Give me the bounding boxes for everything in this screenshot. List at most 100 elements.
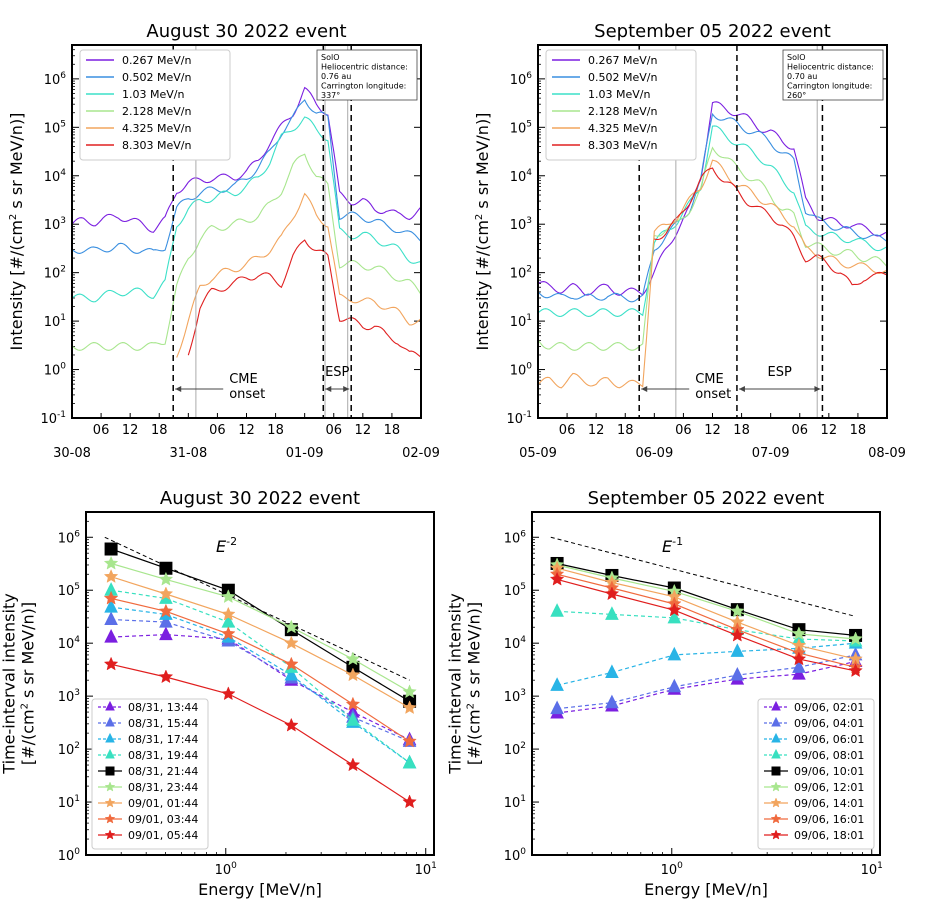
panel-aug-spectra-legend-marker (104, 797, 116, 808)
panel-aug-spectra-series-point-6 (402, 700, 417, 715)
panel-aug-spectra-xtick-label: 100 (215, 861, 238, 878)
panel-aug-timeseries-legend-label: 0.502 MeV/n (122, 71, 191, 84)
panel-aug-spectra-ytick-label: 104 (58, 635, 81, 652)
panel-sep-timeseries-ytick-label: 100 (510, 362, 533, 379)
panel-aug-spectra-series-point-5 (103, 555, 119, 570)
panel-sep-timeseries-legend-label: 4.325 MeV/n (588, 122, 657, 135)
panel-sep-spectra-series-line-6 (556, 567, 856, 660)
panel-aug-spectra-series-point-1 (159, 613, 173, 628)
panel-sep-timeseries-series-line-3 (537, 146, 888, 351)
panel-aug-timeseries-hour-label: 12 (122, 423, 139, 438)
panel-sep-spectra-ytick-label: 106 (504, 529, 527, 546)
panel-sep-spectra-series-point-1 (730, 666, 745, 681)
panel-sep-timeseries-hour-label: 12 (588, 423, 605, 438)
panel-sep-spectra-series-line-5 (556, 564, 856, 640)
panel-aug-spectra-legend-label: 08/31, 21:44 (128, 765, 198, 778)
panel-sep-timeseries-ytick-label: 105 (510, 119, 532, 136)
panel-aug-timeseries-legend-box (79, 49, 231, 161)
panel-aug-spectra-series-point-5 (402, 684, 417, 699)
panel-aug-timeseries-series-line-1 (71, 99, 422, 254)
panel-sep-timeseries-series-line-5 (654, 167, 888, 286)
panel-sep-spectra-series-point-8 (730, 627, 745, 642)
panel-aug-spectra-series-point-6 (345, 667, 361, 682)
panel-sep-spectra-ylabel-line: Time-interval intensity (446, 593, 465, 774)
panel-sep-timeseries-series-line-1 (537, 112, 888, 303)
panel-aug-spectra-ytick-label: 103 (58, 688, 80, 705)
panel-aug-spectra-series-point-0 (159, 626, 173, 641)
panel-aug-spectra-series-point-0 (104, 629, 118, 643)
panel-sep-spectra-series-point-8 (667, 602, 682, 617)
panel-sep-spectra-series-point-8 (549, 571, 565, 586)
panel-sep-spectra-legend-label: 09/06, 18:01 (794, 829, 864, 842)
panel-aug-spectra-series-line-7 (110, 597, 410, 742)
panel-sep-spectra-ytick-label: 100 (504, 847, 527, 864)
panel-aug-timeseries-annotation-esp: ESP (325, 365, 349, 380)
panel-aug-timeseries-ytick-label: 102 (44, 265, 66, 282)
panel-sep-spectra-legend-marker (770, 813, 782, 824)
panel-sep-timeseries-hour-label: 18 (617, 423, 634, 438)
panel-sep-spectra-legend-label: 09/06, 04:01 (794, 717, 864, 730)
panel-aug-timeseries-series-line-4 (176, 192, 422, 358)
panel-aug-timeseries-series-line-5 (187, 239, 422, 358)
panel-aug-timeseries-series-line-2 (71, 116, 422, 303)
panel-aug-spectra-series-point-7 (221, 626, 236, 641)
panel-aug-timeseries-esp-arrowhead-right (343, 386, 350, 392)
panel-aug-spectra-legend-label: 08/31, 23:44 (128, 781, 198, 794)
panel-sep-spectra-series-point-3 (550, 603, 564, 617)
panel-sep-timeseries-hour-label: 06 (675, 423, 692, 438)
panel-aug-spectra-series-point-7 (284, 656, 299, 671)
panel-aug-spectra-series-point-5 (284, 619, 299, 634)
panel-aug-spectra-series-point-6 (103, 569, 119, 583)
panel-aug-timeseries-hour-label: 06 (325, 423, 342, 438)
panel-sep-timeseries-annotation-onset: onset (695, 387, 731, 402)
panel-aug-spectra-series-point-5 (345, 651, 361, 666)
panel-aug-timeseries-hour-label: 18 (384, 423, 401, 438)
panel-aug-spectra-series-point-8 (402, 794, 417, 809)
panel-aug-spectra-series-point-8 (158, 669, 174, 684)
panel-sep-spectra-series-point-5 (730, 603, 745, 618)
panel-aug-timeseries-ylabel-line: Intensity [#/(cm2 s sr MeV/n)] (7, 113, 26, 351)
panel-sep-spectra-series-point-1 (605, 694, 619, 709)
panel-aug-spectra-series-point-7 (103, 590, 119, 605)
panel-aug-spectra-series-point-7 (345, 696, 361, 711)
panel-aug-timeseries-hour-label: 06 (93, 423, 110, 438)
panel-aug-spectra-ytick-label: 100 (58, 847, 81, 864)
panel-aug-spectra-series-point-7 (402, 733, 417, 748)
panel-sep-spectra-legend-marker (771, 748, 781, 759)
panel-aug-spectra-legend-marker (104, 829, 116, 840)
panel-sep-timeseries-info-line: Carrington longitude: (787, 82, 872, 91)
panel-aug-spectra-series-point-6 (158, 586, 174, 601)
panel-aug-spectra-series-point-8 (221, 686, 236, 701)
panel-sep-spectra-power-law-label: E-1 (662, 535, 683, 556)
panel-aug-spectra-series-point-7 (158, 603, 174, 618)
panel-sep-spectra-series-line-7 (556, 573, 856, 668)
panel-sep-spectra-series-line-8 (556, 578, 856, 672)
panel-aug-spectra-series-point-1 (104, 611, 118, 625)
panel-sep-timeseries-info-box (782, 49, 884, 101)
panel-sep-timeseries-info-line: 0.70 au (787, 72, 817, 81)
panel-sep-spectra-series-point-3 (667, 609, 682, 624)
panel-aug-spectra-series-point-8 (284, 717, 299, 732)
panel-aug-spectra-series-line-5 (110, 562, 410, 693)
panel-aug-spectra-xtick-label: 101 (415, 861, 437, 878)
panel-sep-spectra-ytick-label: 103 (504, 688, 526, 705)
panel-sep-spectra-series-point-8 (791, 651, 807, 666)
panel-sep-timeseries-esp-arrowhead-left (738, 386, 745, 392)
panel-sep-spectra-ylabel: Time-interval intensity [#/(cm2 s sr MeV/… (446, 593, 484, 774)
panel-sep-timeseries-hour-label: 06 (791, 423, 808, 438)
panel-sep-timeseries-hour-label: 18 (733, 423, 750, 438)
panel-aug-timeseries-date-label: 02-09 (402, 446, 440, 461)
panel-sep-timeseries-ytick-label: 106 (510, 71, 533, 88)
panel-sep-timeseries-title: September 05 2022 event (594, 21, 831, 42)
panel-aug-spectra-legend-label: 08/31, 19:44 (128, 749, 198, 762)
panel-sep-timeseries-info-line: 260° (787, 91, 806, 100)
panel-sep-timeseries-hour-label: 06 (559, 423, 576, 438)
panel-sep-timeseries-hour-label: 12 (704, 423, 721, 438)
panel-aug-spectra-series-line-6 (110, 576, 410, 709)
panel-sep-timeseries-series-line-4 (537, 159, 888, 389)
panel-sep-spectra-ytick-label: 104 (504, 635, 527, 652)
panel-sep-spectra-series-point-3 (605, 606, 619, 620)
panel-sep-spectra-legend-marker (770, 829, 782, 840)
panel-aug-timeseries-legend-label: 4.325 MeV/n (122, 122, 191, 135)
